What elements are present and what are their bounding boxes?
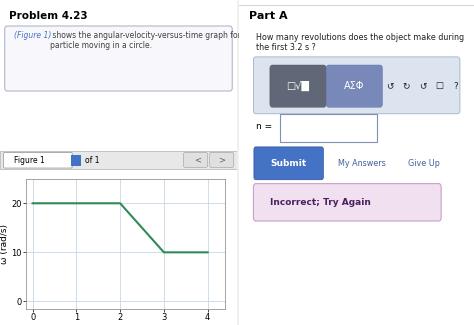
Bar	[0, 151, 237, 169]
Text: Part A: Part A	[249, 11, 287, 21]
Text: ?: ?	[453, 82, 457, 91]
Text: How many revolutions does the object make during the first 3.2 s ?: How many revolutions does the object mak…	[256, 32, 464, 52]
Text: <: <	[194, 156, 201, 165]
FancyBboxPatch shape	[210, 152, 233, 167]
Text: of 1: of 1	[85, 156, 100, 165]
Y-axis label: ω (rad/s): ω (rad/s)	[0, 224, 9, 264]
Bar	[71, 155, 81, 166]
Text: Incorrect; Try Again: Incorrect; Try Again	[270, 198, 371, 207]
Text: ↺: ↺	[386, 82, 393, 91]
Text: □√█: □√█	[286, 81, 310, 91]
Text: ☐: ☐	[435, 82, 443, 91]
FancyBboxPatch shape	[254, 147, 323, 180]
Text: n =: n =	[256, 122, 272, 131]
Text: ↻: ↻	[402, 82, 410, 91]
FancyBboxPatch shape	[5, 26, 232, 91]
FancyBboxPatch shape	[184, 152, 207, 167]
Text: Figure 1: Figure 1	[14, 156, 45, 165]
Text: >: >	[218, 156, 225, 165]
FancyBboxPatch shape	[254, 184, 441, 221]
FancyBboxPatch shape	[326, 65, 383, 107]
Text: Submit: Submit	[271, 159, 307, 168]
FancyBboxPatch shape	[281, 114, 377, 142]
FancyBboxPatch shape	[3, 152, 72, 168]
FancyBboxPatch shape	[254, 57, 460, 114]
Text: Problem 4.23: Problem 4.23	[9, 11, 88, 21]
Text: ↺: ↺	[419, 82, 426, 91]
Text: My Answers: My Answers	[338, 159, 386, 168]
Text: AΣΦ: AΣΦ	[344, 81, 365, 91]
Text: Give Up: Give Up	[408, 159, 440, 168]
Text: (Figure 1): (Figure 1)	[14, 31, 52, 40]
FancyBboxPatch shape	[270, 65, 326, 107]
Text: shows the angular-velocity-versus-time graph for a
particle moving in a circle.: shows the angular-velocity-versus-time g…	[50, 31, 248, 50]
